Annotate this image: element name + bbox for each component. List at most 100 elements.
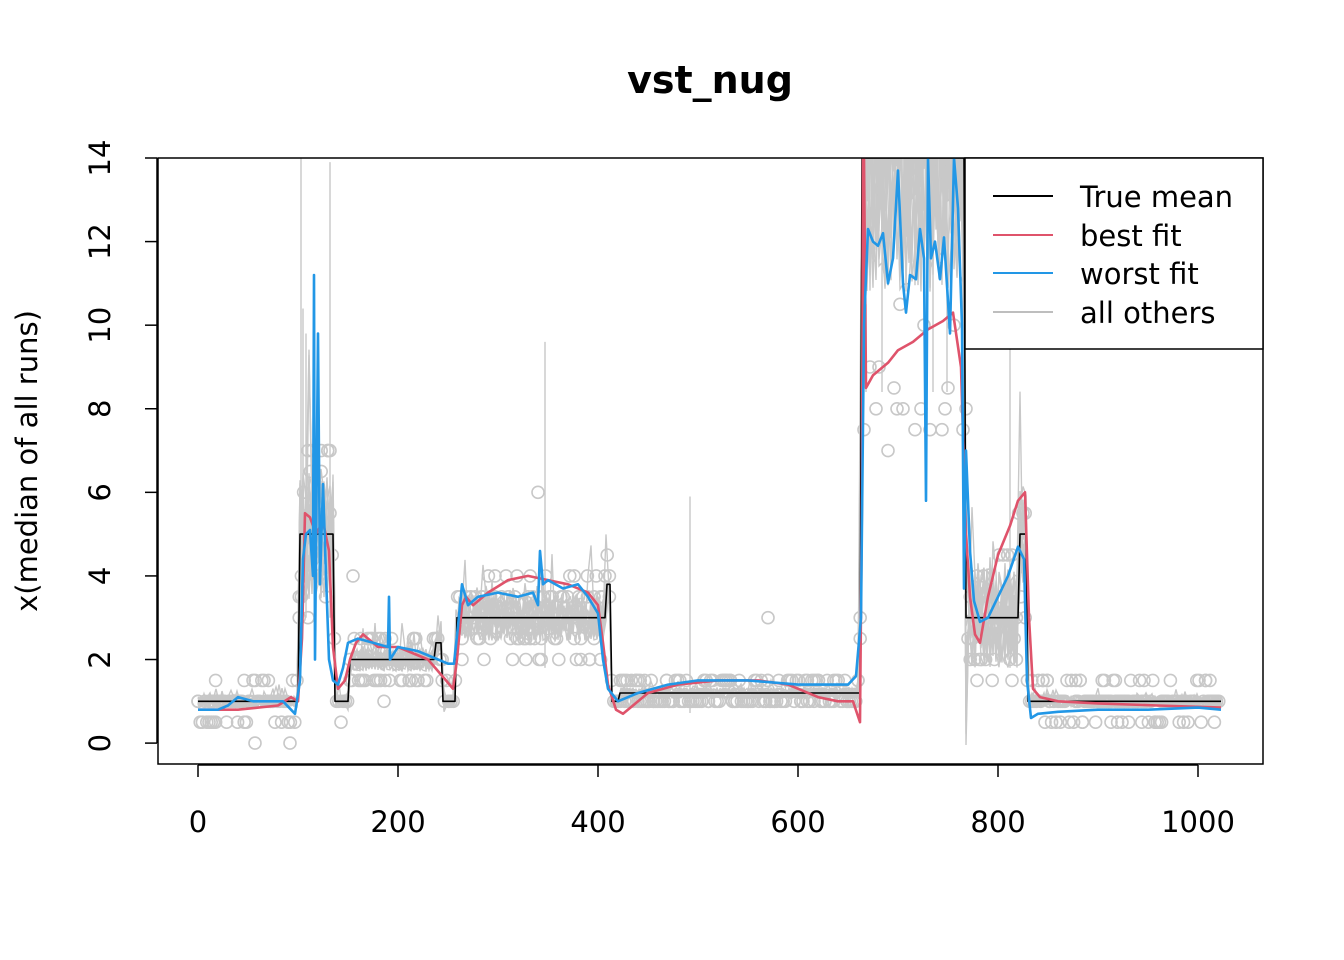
observation-point [571,589,586,604]
observation-point [534,631,549,646]
observation-point [1198,673,1213,688]
observation-point [1176,715,1191,730]
observation-point [534,652,549,667]
observation-point [562,569,577,583]
all-others-layer [191,158,1226,750]
observation-point [938,401,952,416]
observation-point [1044,715,1059,730]
observation-point [752,694,766,709]
observation-point [261,673,276,688]
observation-point [730,694,744,709]
other-run-line [197,158,1222,708]
other-run-line [197,158,1222,707]
series-layer [198,158,1222,724]
observation-point [334,715,348,730]
axes-layer: 0 200 400 600 800 1000 0 2 4 6 8 10 12 14 [83,140,1235,839]
observation-point [1172,715,1186,730]
observation-point [481,569,496,583]
observation-point [935,422,949,437]
y-tick-label: 14 [83,140,117,177]
observation-point [991,548,1006,562]
observation-point [1005,673,1019,688]
observation-point [1009,652,1024,667]
observation-point [831,673,846,688]
x-tick-label: 600 [770,805,825,839]
other-run-line [197,158,1222,709]
observation-point [283,736,297,750]
observation-point [573,652,588,667]
observation-point [358,673,373,688]
observation-point [908,422,922,437]
observation-point [488,589,502,604]
observation-point [364,631,379,646]
other-run-line [197,158,1222,711]
x-tick-label: 400 [570,805,625,839]
observation-point [887,381,901,395]
observation-point [624,673,639,688]
observation-point [545,589,560,604]
observation-point [970,673,984,688]
legend-label-true-mean: True mean [1079,180,1233,214]
legend-label-best-fit: best fit [1080,219,1182,253]
observation-point [1137,673,1151,688]
observation-point [1073,673,1087,688]
observation-point [1038,715,1052,730]
y-tick-label: 4 [83,567,117,585]
observation-point [567,631,582,646]
observation-point [248,673,262,688]
observation-point [268,715,282,730]
y-tick-label: 2 [83,650,117,668]
observation-point [1088,715,1103,730]
observation-point [659,673,674,688]
observation-point [523,631,538,646]
observation-point [1124,673,1138,688]
observation-point [657,694,672,709]
observation-point [787,694,802,709]
observation-point [593,652,608,667]
observation-point [1104,715,1118,730]
observation-point [820,673,835,688]
observation-point [494,589,509,604]
observation-point [796,694,810,709]
observation-point [598,569,612,583]
observation-point [1108,673,1123,688]
observation-point [595,589,610,604]
observation-point [512,631,527,646]
observation-point [518,631,533,646]
observation-point [573,631,588,646]
y-tick-label: 10 [83,307,117,344]
x-tick-label: 0 [189,805,207,839]
observation-point [219,715,234,730]
observation-point [1132,673,1147,688]
other-run-line [197,158,1222,709]
observation-point [323,443,337,458]
observation-point [208,673,223,688]
observation-point [560,589,575,604]
observation-point [712,694,727,709]
observation-point [287,715,302,730]
chart-title: vst_nug [627,58,793,102]
observation-point [1060,673,1074,688]
observation-point [1154,715,1169,730]
observation-point [580,589,595,604]
observation-point [637,673,652,688]
observation-point [1121,715,1136,730]
observation-point [1135,715,1149,730]
other-run-line [197,158,1222,712]
legend-label-all-others: all others [1080,296,1215,330]
observation-point [237,673,251,688]
other-run-line [197,158,1222,711]
observation-point [602,569,617,583]
observation-point [985,673,1000,688]
observation-point [239,715,254,730]
other-run-line [197,158,1222,746]
other-run-line [197,158,1222,708]
observation-point [811,673,826,688]
observation-point [983,631,997,646]
observation-point [818,694,832,709]
observation-point [382,673,397,688]
observation-point [974,652,989,667]
observation-point [1040,673,1054,688]
observation-point [881,443,895,458]
